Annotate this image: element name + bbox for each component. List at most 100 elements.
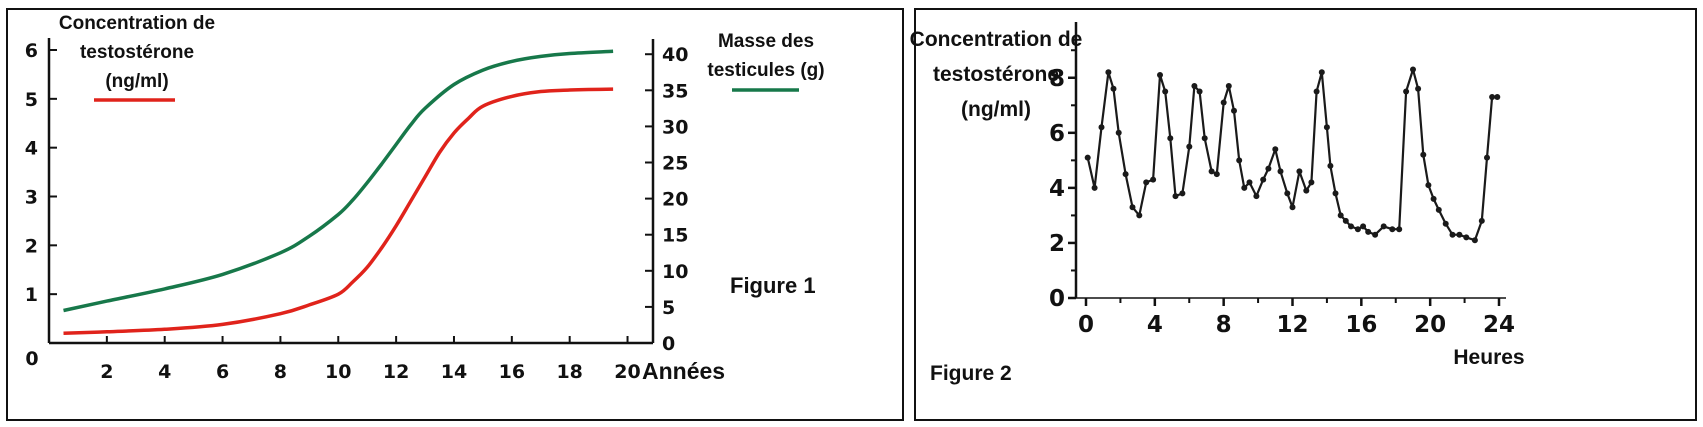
right-axis-label-line: Masse des <box>718 31 814 52</box>
data-point <box>1380 223 1387 230</box>
data-point <box>1246 179 1253 186</box>
data-point <box>1323 124 1330 131</box>
left-y-tick-label: 5 <box>25 89 38 111</box>
data-point <box>1084 154 1091 161</box>
data-point <box>1318 69 1325 76</box>
data-point <box>1272 146 1279 153</box>
data-point <box>1143 179 1150 186</box>
y-tick-label: 6 <box>1049 121 1065 147</box>
testosterone-series-line <box>1086 68 1498 242</box>
left-y-tick-label: 1 <box>25 284 38 306</box>
x-tick-label: 20 <box>1414 312 1446 338</box>
data-point <box>1289 204 1296 211</box>
data-point <box>1489 94 1496 100</box>
figure1-panel: 1 2 3 4 5 6 0 5 10 15 20 25 30 35 40 2 4 6 8 10 12 14 16 18 20 0 A… <box>6 8 904 421</box>
data-point <box>1162 88 1169 95</box>
figure2-panel: 0 2 4 6 8 0 4 8 12 16 20 24 Heures Concentration de te… <box>910 8 1697 421</box>
data-point <box>1179 190 1186 197</box>
data-point <box>1425 182 1432 189</box>
x-tick-label: 2 <box>100 361 113 383</box>
left-axis-label-line: testostérone <box>80 42 194 63</box>
x-tick-label: 20 <box>614 361 640 383</box>
x-tick-label: 24 <box>1483 312 1515 338</box>
data-point <box>1191 83 1198 89</box>
right-axis-label-line: testicules (g) <box>707 60 824 81</box>
data-point <box>1332 190 1339 197</box>
data-point <box>1308 179 1315 186</box>
data-point <box>1313 88 1320 95</box>
data-point <box>1136 212 1143 219</box>
data-point <box>1265 165 1272 172</box>
data-point <box>1372 231 1379 238</box>
data-point <box>1225 83 1232 89</box>
data-point <box>1415 85 1422 92</box>
data-point <box>1277 168 1284 175</box>
data-point <box>1396 226 1403 233</box>
data-point <box>1105 69 1112 76</box>
data-point <box>1122 171 1129 178</box>
x-tick-label: 12 <box>1276 312 1308 338</box>
data-point <box>1484 154 1490 161</box>
data-point <box>1354 226 1361 233</box>
data-point <box>1327 162 1334 169</box>
data-point <box>1389 226 1396 233</box>
left-axis-label-line: Concentration de <box>59 13 215 34</box>
right-y-tick-label: 15 <box>662 225 688 247</box>
data-point <box>1360 223 1367 230</box>
right-y-tick-label: 35 <box>662 80 688 102</box>
data-point <box>1220 99 1227 106</box>
data-point <box>1208 168 1215 175</box>
x-unit-label: Années <box>642 358 725 384</box>
mass-series-line <box>63 49 614 313</box>
x-tick-label: 14 <box>441 361 467 383</box>
data-point <box>1478 217 1485 224</box>
x-tick-label: 4 <box>158 361 171 383</box>
right-y-tick-label: 5 <box>662 297 675 319</box>
data-point <box>1435 206 1442 213</box>
data-point <box>1410 66 1416 73</box>
x-tick-label: 18 <box>556 361 582 383</box>
data-point <box>1403 88 1410 95</box>
data-point <box>1196 88 1203 95</box>
right-y-tick-label: 40 <box>662 44 688 66</box>
right-y-tick-label: 10 <box>662 261 688 283</box>
data-point <box>1236 157 1243 164</box>
data-point <box>1471 237 1478 244</box>
x-tick-label: 6 <box>216 361 229 383</box>
origin-label: 0 <box>25 348 38 370</box>
x-unit-label: Heures <box>1453 346 1524 369</box>
data-point <box>1442 220 1449 227</box>
y-axis-label-line: Concentration de <box>910 28 1083 51</box>
data-point <box>1420 151 1427 158</box>
data-point <box>1201 135 1208 142</box>
data-point <box>1296 168 1303 175</box>
x-tick-label: 12 <box>383 361 409 383</box>
x-tick-label: 4 <box>1147 312 1163 338</box>
right-y-tick-label: 30 <box>662 116 688 138</box>
data-point <box>1231 107 1237 114</box>
data-point <box>1157 72 1163 78</box>
data-point <box>1284 190 1291 197</box>
data-point <box>1091 184 1098 191</box>
data-point <box>1260 176 1267 183</box>
data-point <box>1115 129 1122 136</box>
data-point <box>1342 217 1349 224</box>
y-tick-label: 0 <box>1049 286 1065 312</box>
y-tick-label: 2 <box>1049 231 1065 257</box>
data-point <box>1348 223 1354 230</box>
data-point <box>1150 176 1157 183</box>
x-tick-label: 8 <box>274 361 287 383</box>
left-axis-label-line: (ng/ml) <box>105 71 168 92</box>
data-point <box>1303 187 1310 194</box>
x-tick-label: 0 <box>1078 312 1094 338</box>
data-point <box>1098 124 1105 131</box>
left-y-tick-label: 6 <box>25 40 38 62</box>
testosterone-series-line <box>63 87 614 335</box>
figure2-caption: Figure 2 <box>930 362 1012 385</box>
data-point <box>1253 193 1260 200</box>
x-tick-label: 10 <box>325 361 351 383</box>
data-point <box>1449 231 1456 238</box>
data-point <box>1463 234 1470 241</box>
